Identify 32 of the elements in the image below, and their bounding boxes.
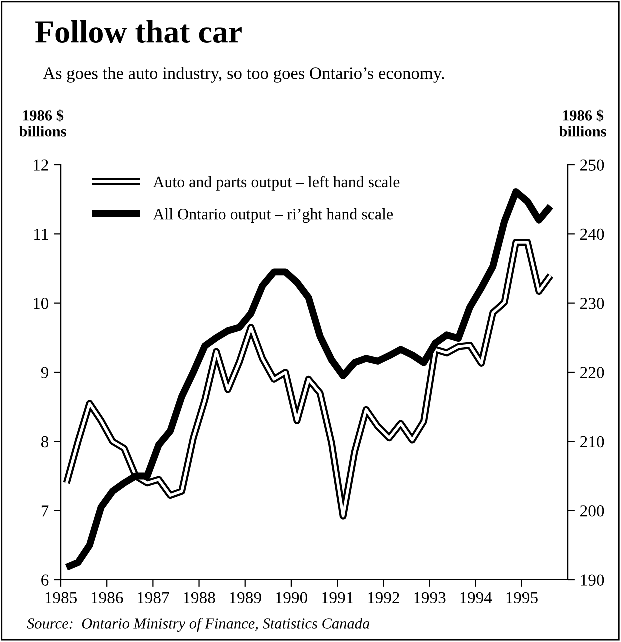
y2-tick-label: 210 [580, 436, 604, 448]
x-tick-label: 1985 [46, 592, 78, 604]
y2-tick-label: 190 [581, 574, 604, 586]
chart-title: Follow that car [36, 20, 242, 43]
y-tick-label: 11 [34, 228, 48, 240]
source-note: Source: Ontario Ministry of Finance, Statistics Canada [27, 618, 370, 632]
x-tick-label: 1991 [322, 592, 354, 604]
y-tick-label: 6 [42, 574, 49, 586]
legend-label: All Ontario output – ri’ght hand scale [153, 208, 394, 224]
y-axis-title: 1986 $ billions [19, 110, 66, 137]
y2-tick-label: 200 [580, 506, 604, 517]
y-tick-label: 10 [34, 298, 49, 310]
x-tick-label: 1993 [414, 592, 446, 604]
chart-subtitle: As goes the auto industry, so too goes Ontario’s economy. [43, 67, 444, 83]
y2-axis-title: 1986 $ billions [559, 110, 606, 137]
x-tick-label: 1995 [506, 592, 538, 604]
x-tick-label: 1990 [276, 592, 308, 604]
y-tick-label: 8 [41, 436, 49, 448]
y-tick-label: 7 [42, 506, 49, 517]
x-tick-label: 1992 [368, 592, 400, 604]
x-tick-label: 1988 [184, 592, 216, 604]
x-tick-label: 1987 [138, 592, 170, 604]
y2-tick-label: 250 [580, 160, 604, 171]
y2-tick-label: 230 [580, 298, 604, 310]
y2-tick-label: 240 [580, 228, 604, 240]
x-tick-label: 1994 [460, 592, 492, 604]
y-tick-label: 9 [41, 367, 49, 378]
legend-label: Auto and parts output – left hand scale [153, 176, 400, 191]
y-tick-label: 12 [34, 160, 48, 171]
x-tick-label: 1989 [230, 592, 262, 604]
x-tick-label: 1986 [92, 592, 124, 604]
y2-tick-label: 220 [580, 367, 604, 378]
